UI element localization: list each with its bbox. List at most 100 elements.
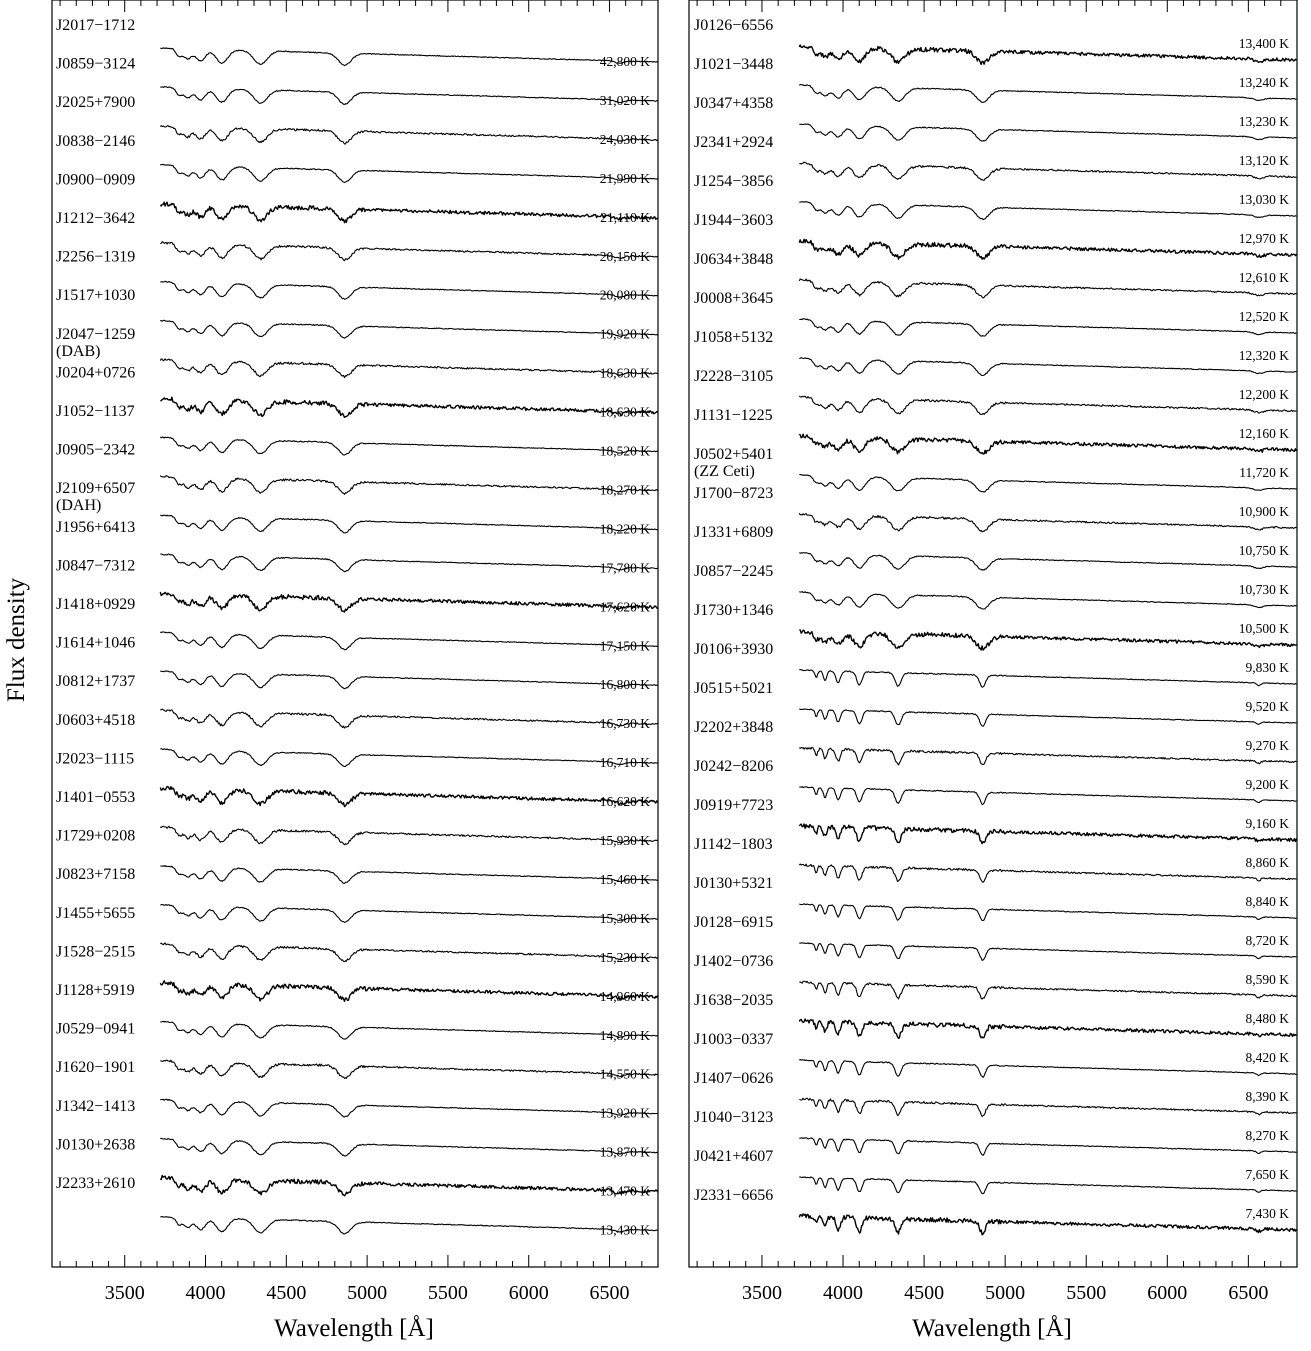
temperature-label: 8,720 K xyxy=(1246,933,1290,948)
spectrum-label-j1517-1030: J1517+1030 xyxy=(56,287,135,304)
temperature-label: 17,150 K xyxy=(600,638,651,653)
temperature-label: 8,390 K xyxy=(1246,1089,1290,1104)
spectrum-line xyxy=(798,1213,1298,1236)
spectrum-label-j2233-2610: J2233+2610 xyxy=(56,1175,135,1192)
spectrum-line xyxy=(159,436,658,456)
temperature-label: 24,030 K xyxy=(600,132,651,147)
temperature-label: 16,620 K xyxy=(600,794,651,809)
temperature-label: 13,030 K xyxy=(1239,192,1290,207)
y-axis-title: Flux density xyxy=(3,577,30,702)
spectrum-line xyxy=(798,863,1297,883)
x-axis-title-left: Wavelength [Å] xyxy=(274,1315,434,1342)
spectrum-label-j0847-7312: J0847−7312 xyxy=(56,557,135,574)
temperature-label: 14,960 K xyxy=(600,989,651,1004)
spectrum-label-j1700-8723: J1700−8723 xyxy=(694,485,773,502)
spectrum-label-j0106-3930: J0106+3930 xyxy=(694,641,773,658)
spectrum-label-j0515-5021: J0515+5021 xyxy=(694,680,773,697)
spectrum-line xyxy=(160,553,658,573)
spectrum-label-j2331-6656: J2331−6656 xyxy=(694,1187,773,1204)
temperature-label: 8,860 K xyxy=(1246,855,1290,870)
x-tick-label: 4000 xyxy=(823,1282,863,1304)
spectrum-label-j1142-1803: J1142−1803 xyxy=(694,836,773,853)
temperature-label: 12,520 K xyxy=(1239,309,1290,324)
temperature-label: 16,730 K xyxy=(600,716,651,731)
spectrum-label-j1128-5919: J1128+5919 xyxy=(56,982,135,999)
x-tick-label: 6000 xyxy=(1147,1282,1187,1304)
spectrum-label-j1212-3642: J1212−3642 xyxy=(56,210,135,227)
temperature-label: 9,830 K xyxy=(1246,660,1290,675)
temperature-label: 10,500 K xyxy=(1239,621,1290,636)
temperature-label: 16,710 K xyxy=(600,755,651,770)
temperature-label: 7,430 K xyxy=(1246,1206,1290,1221)
temperature-label: 9,160 K xyxy=(1246,816,1290,831)
spectrum-line xyxy=(159,163,658,183)
right-panel: 3500 4000 4500 5000 5500 6000 6500 13,400 K J012… xyxy=(688,0,1298,1304)
temperature-label: 13,870 K xyxy=(600,1145,651,1160)
spectrum-label-j1021-3448: J1021−3448 xyxy=(694,56,773,73)
temperature-label: 15,230 K xyxy=(600,950,651,965)
temperature-label: 12,200 K xyxy=(1239,387,1290,402)
spectrum-sublabel: (DAH) xyxy=(56,497,101,514)
temperature-label: 21,990 K xyxy=(600,171,651,186)
spectrum-line xyxy=(798,746,1297,766)
temperature-label: 13,240 K xyxy=(1239,75,1290,90)
spectrum-label-j0859-3124: J0859−3124 xyxy=(56,56,135,73)
spectrum-label-j0008-3645: J0008+3645 xyxy=(694,290,773,307)
spectrum-label-j0838-2146: J0838−2146 xyxy=(56,133,135,150)
spectrum-label-j0603-4518: J0603+4518 xyxy=(56,712,135,729)
temperature-label: 8,270 K xyxy=(1246,1128,1290,1143)
spectrum-line xyxy=(798,395,1297,415)
spectrum-label-j2341-2924: J2341+2924 xyxy=(694,134,773,151)
temperature-label: 15,300 K xyxy=(600,911,651,926)
temperature-label: 7,650 K xyxy=(1246,1167,1290,1182)
spectrum-label-j1040-3123: J1040−3123 xyxy=(694,1109,773,1126)
spectrum-line xyxy=(799,629,1297,651)
spectrum-line xyxy=(799,318,1297,337)
spectrum-label-j0130-2638: J0130+2638 xyxy=(56,1136,135,1153)
x-tick-label: 5500 xyxy=(428,1282,468,1304)
temperature-label: 8,480 K xyxy=(1246,1011,1290,1026)
spectrum-line xyxy=(159,319,658,339)
temperature-label: 31,020 K xyxy=(600,93,651,108)
spectrum-label-j1058-5132: J1058+5132 xyxy=(694,329,773,346)
spectrum-line xyxy=(160,241,658,262)
spectrum-line xyxy=(160,903,658,923)
spectrum-label-j0130-5321: J0130+5321 xyxy=(694,875,773,892)
spectrum-label-j1331-6809: J1331+6809 xyxy=(694,524,773,541)
spectrum-label-j0857-2245: J0857−2245 xyxy=(694,563,773,580)
temperature-label: 16,800 K xyxy=(600,677,651,692)
plot-frame xyxy=(51,0,659,1268)
spectrum-label-j2047-1259: J2047−1259 xyxy=(56,326,135,343)
spectrum-line xyxy=(160,708,658,729)
x-tick-label: 3500 xyxy=(742,1282,782,1304)
temperature-label: 10,750 K xyxy=(1239,543,1290,558)
spectrum-line xyxy=(160,670,658,690)
spectrum-line xyxy=(160,280,658,300)
spectrum-label-j1614-1046: J1614+1046 xyxy=(56,635,135,652)
spectrum-line xyxy=(799,357,1297,377)
x-tick-label: 6500 xyxy=(590,1282,630,1304)
spectrum-line xyxy=(159,980,659,1002)
temperature-label: 12,320 K xyxy=(1239,348,1290,363)
temperature-label: 13,920 K xyxy=(600,1106,651,1121)
spectrum-label-j0204-0726: J0204+0726 xyxy=(56,364,135,381)
spectrum-label-j2202-3848: J2202+3848 xyxy=(694,719,773,736)
spectrum-label-j1455-5655: J1455+5655 xyxy=(56,905,135,922)
spectrum-label-j1003-0337: J1003−0337 xyxy=(694,1031,773,1048)
temperature-label: 13,120 K xyxy=(1239,153,1290,168)
spectrum-line xyxy=(160,396,658,418)
spectrum-line xyxy=(799,980,1297,1000)
spectrum-sublabel: (ZZ Ceti) xyxy=(694,463,755,480)
spectrum-label-j2228-3105: J2228−3105 xyxy=(694,368,773,385)
spectrum-line xyxy=(160,47,658,67)
x-tick-label: 5000 xyxy=(985,1282,1025,1304)
spectrum-line xyxy=(798,552,1297,571)
spectrum-label-j1729-0208: J1729+0208 xyxy=(56,828,135,845)
spectrum-line xyxy=(798,278,1297,299)
temperature-label: 13,230 K xyxy=(1239,114,1290,129)
spectrum-label-j0823-7158: J0823+7158 xyxy=(56,866,135,883)
spectrum-line xyxy=(798,83,1297,103)
temperature-label: 18,270 K xyxy=(600,482,651,497)
temperature-label: 10,900 K xyxy=(1239,504,1290,519)
